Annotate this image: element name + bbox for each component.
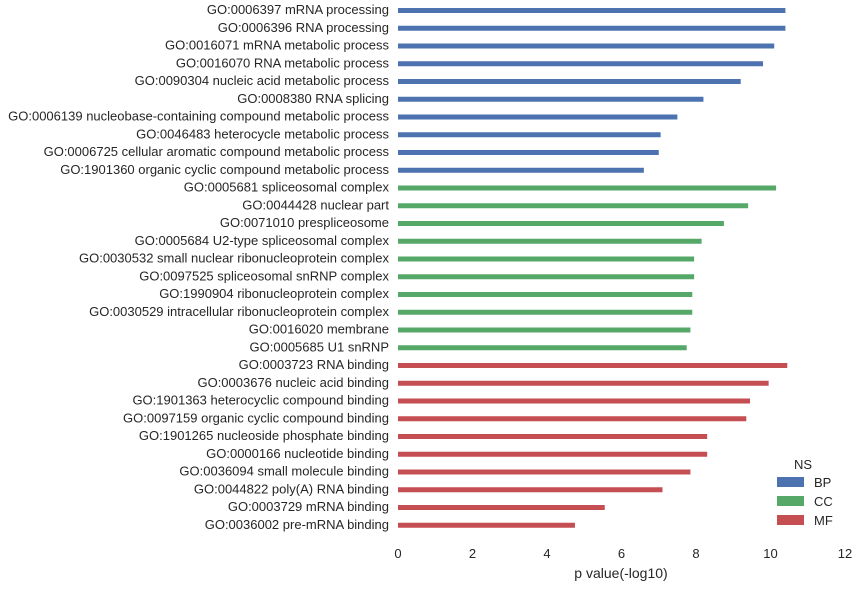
bar-mf-26	[398, 469, 691, 475]
bars-layer	[398, 8, 788, 528]
bar-cc-12	[398, 221, 724, 226]
bar-cc-15	[398, 274, 695, 280]
x-tick-label: 12	[838, 546, 852, 561]
bar-cc-13	[398, 238, 702, 244]
bar-bp-4	[398, 79, 741, 84]
y-tick-label: GO:0030529 intracellular ribonucleoprote…	[89, 304, 389, 319]
y-tick-label: GO:0090304 nucleic acid metabolic proces…	[135, 73, 390, 88]
y-tick-label: GO:0036094 small molecule binding	[179, 464, 389, 479]
bar-mf-27	[398, 487, 663, 493]
bar-bp-2	[398, 43, 775, 49]
bar-mf-24	[398, 434, 708, 439]
y-tick-label: GO:1901360 organic cyclic compound metab…	[60, 162, 389, 177]
y-tick-label: GO:0006725 cellular aromatic compound me…	[44, 144, 390, 159]
bar-cc-19	[398, 345, 687, 351]
bar-mf-28	[398, 505, 605, 510]
x-tick-label: 6	[618, 546, 625, 561]
y-tick-label: GO:0000166 nucleotide binding	[206, 446, 389, 461]
y-tick-label: GO:0097159 organic cyclic compound bindi…	[123, 410, 389, 425]
legend-swatch-cc	[777, 496, 804, 506]
bar-bp-3	[398, 61, 764, 67]
y-tick-label: GO:0003729 mRNA binding	[228, 499, 389, 514]
bar-bp-7	[398, 132, 661, 138]
y-tick-label: GO:0005681 spliceosomal complex	[184, 180, 390, 195]
legend-swatch-bp	[777, 477, 804, 487]
y-tick-label: GO:0003676 nucleic acid binding	[197, 375, 389, 390]
legend-label-cc: CC	[814, 494, 833, 509]
y-tick-label: GO:0071010 prespliceosome	[220, 215, 389, 230]
bar-cc-10	[398, 185, 777, 191]
legend-title: NS	[794, 457, 812, 472]
bar-mf-29	[398, 522, 575, 528]
x-tick-label: 4	[543, 546, 550, 561]
y-tick-label: GO:0005684 U2-type spliceosomal complex	[135, 233, 390, 248]
x-tick-label: 0	[394, 546, 401, 561]
bar-mf-25	[398, 451, 708, 457]
y-tick-label: GO:0044822 poly(A) RNA binding	[194, 481, 389, 496]
legend-label-mf: MF	[814, 513, 833, 528]
y-tick-label: GO:0097525 spliceosomal snRNP complex	[139, 268, 389, 283]
x-axis-title: p value(-log10)	[574, 565, 667, 581]
y-tick-label: GO:0030532 small nuclear ribonucleoprote…	[79, 251, 390, 266]
bar-mf-21	[398, 380, 769, 386]
y-tick-label: GO:1990904 ribonucleoprotein complex	[159, 286, 389, 301]
bar-cc-16	[398, 292, 693, 297]
bar-bp-1	[398, 25, 786, 31]
y-tick-label: GO:0006396 RNA processing	[218, 20, 389, 35]
bar-cc-11	[398, 203, 749, 209]
bar-bp-8	[398, 150, 659, 155]
bar-mf-20	[398, 363, 788, 368]
y-tick-label: GO:0046483 heterocycle metabolic process	[136, 126, 389, 141]
bar-cc-18	[398, 327, 691, 333]
y-tick-label: GO:0006139 nucleobase-containing compoun…	[8, 109, 389, 124]
y-tick-label: GO:0036002 pre-mRNA binding	[205, 517, 389, 532]
y-tick-label: GO:0016070 RNA metabolic process	[176, 55, 390, 70]
y-tick-label: GO:0008380 RNA splicing	[237, 91, 389, 106]
legend-swatch-mf	[777, 515, 804, 525]
bar-cc-14	[398, 256, 695, 262]
bar-bp-6	[398, 114, 678, 120]
bar-bp-9	[398, 167, 644, 173]
y-tick-label: GO:1901363 heterocyclic compound binding	[132, 393, 389, 408]
bar-cc-17	[398, 309, 693, 315]
legend: NS BP CC MF	[777, 457, 833, 528]
legend-label-bp: BP	[814, 475, 831, 490]
y-tick-label: GO:0016020 membrane	[249, 322, 389, 337]
y-tick-labels: GO:0006397 mRNA processing GO:0006396 RNA…	[8, 2, 389, 532]
y-tick-label: GO:0003723 RNA binding	[239, 357, 389, 372]
x-tick-labels: 0 2 4 6 8 10 12	[394, 546, 852, 561]
x-tick-label: 8	[692, 546, 699, 561]
bar-bp-0	[398, 8, 786, 13]
x-tick-label: 10	[763, 546, 777, 561]
bar-bp-5	[398, 96, 704, 102]
x-tick-label: 2	[469, 546, 476, 561]
y-tick-label: GO:0005685 U1 snRNP	[250, 339, 389, 354]
bar-mf-23	[398, 416, 747, 422]
bar-mf-22	[398, 398, 751, 404]
y-tick-label: GO:0006397 mRNA processing	[207, 2, 389, 17]
y-tick-label: GO:0016071 mRNA metabolic process	[165, 38, 389, 53]
y-tick-label: GO:0044428 nuclear part	[242, 197, 389, 212]
y-tick-label: GO:1901265 nucleoside phosphate binding	[139, 428, 389, 443]
